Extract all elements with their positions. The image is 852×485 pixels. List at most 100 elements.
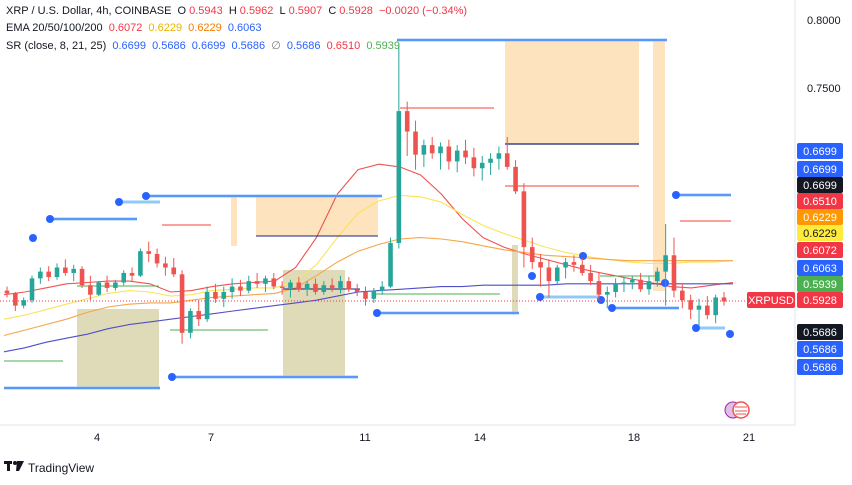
svg-text:0.6510: 0.6510 <box>803 196 837 208</box>
svg-text:0.6229: 0.6229 <box>803 212 837 224</box>
x-tick-label: 21 <box>743 432 755 444</box>
ema-line <box>3 237 733 337</box>
svg-text:0.5928: 0.5928 <box>803 295 837 307</box>
price-axis[interactable]: 0.8000 0.7500 <box>807 15 841 95</box>
time-axis[interactable]: 4 7 11 14 18 21 <box>94 432 755 444</box>
candle <box>680 283 685 309</box>
candle <box>446 139 452 170</box>
ema50-value: 0.6229 <box>148 22 183 34</box>
candle <box>538 253 543 287</box>
price-axis-label: 0.5939 <box>797 276 843 292</box>
supply-demand-zones <box>77 41 665 388</box>
ohlc-close: 0.5928 <box>339 5 373 17</box>
candle <box>713 294 718 324</box>
candle <box>213 283 218 303</box>
sr-levels <box>4 38 734 390</box>
event-markers[interactable] <box>724 401 750 419</box>
sr-dot <box>726 330 734 338</box>
price-axis-labels: 0.6699 0.6699 0.6699 0.6510 0.6229 0.6229 0.60… <box>747 143 843 375</box>
candle <box>263 275 268 292</box>
tradingview-logo-icon <box>4 460 24 475</box>
legend-sr-row[interactable]: SR (close, 8, 21, 25) 0.6699 0.5686 0.66… <box>6 39 403 52</box>
sr-dot <box>373 309 381 317</box>
candle <box>204 286 210 322</box>
candle <box>554 264 560 286</box>
zone-orange-top <box>505 41 639 144</box>
candle <box>71 264 76 282</box>
sr-value: 0.6510 <box>326 40 361 52</box>
sr-dot <box>608 304 616 312</box>
candle <box>113 279 118 291</box>
symbol-badge-label: XRPUSD <box>748 295 794 307</box>
sr-dot <box>46 215 54 223</box>
candle <box>171 258 177 278</box>
candle <box>421 139 427 167</box>
zone-orange-right <box>653 41 665 291</box>
candle <box>346 277 352 292</box>
svg-text:0.6072: 0.6072 <box>803 245 837 257</box>
candle <box>129 267 135 282</box>
svg-text:0.6229: 0.6229 <box>803 228 837 240</box>
ema100-value: 0.6229 <box>188 22 222 34</box>
svg-text:0.6699: 0.6699 <box>803 146 837 158</box>
candle <box>46 266 51 282</box>
candle <box>38 267 43 284</box>
candle <box>79 266 85 288</box>
candle <box>88 275 93 301</box>
sr-dot <box>115 198 123 206</box>
svg-text:0.5686: 0.5686 <box>803 362 837 374</box>
candle <box>388 237 393 288</box>
candle <box>379 281 385 295</box>
price-axis-label: 0.5928 XRPUSD <box>747 292 843 308</box>
ohlc-change: −0.0020 (−0.34%) <box>379 5 468 17</box>
candle <box>655 267 660 287</box>
symbol-badge <box>747 292 795 308</box>
candle <box>221 286 227 307</box>
svg-text:0.5939: 0.5939 <box>803 279 837 291</box>
candle <box>196 300 202 326</box>
candle <box>463 139 468 165</box>
candle <box>296 277 302 292</box>
candle <box>138 248 143 278</box>
candle <box>521 183 527 268</box>
candle <box>471 147 477 177</box>
candle <box>646 275 652 295</box>
candle <box>529 237 535 269</box>
svg-text:0.5686: 0.5686 <box>803 327 837 339</box>
candle <box>13 292 18 312</box>
legend-ema-row[interactable]: EMA 20/50/100/200 0.6072 0.6229 0.6229 0… <box>6 22 265 34</box>
candle <box>304 281 310 297</box>
candle <box>238 279 243 297</box>
sr-value: 0.5686 <box>152 40 186 52</box>
sr-dot <box>579 252 587 260</box>
sr-dot <box>168 373 176 381</box>
ema200-value: 0.6063 <box>227 22 262 34</box>
candle <box>429 136 435 159</box>
candle <box>229 278 235 299</box>
sr-value: 0.5686 <box>231 40 266 52</box>
tradingview-logo[interactable]: TradingView <box>4 460 94 475</box>
candle <box>571 255 577 272</box>
sr-dot <box>29 234 37 242</box>
sr-dot <box>597 296 605 304</box>
sr-dot <box>692 324 700 332</box>
candle <box>179 270 185 344</box>
price-axis-label: 0.6229 <box>797 225 843 241</box>
candle <box>705 296 710 320</box>
candle <box>504 136 510 170</box>
candle <box>596 272 602 301</box>
candle <box>338 275 343 294</box>
candle <box>396 44 402 249</box>
candle <box>688 294 693 320</box>
candle <box>413 120 418 170</box>
sr-value: 0.5939 <box>366 40 400 52</box>
candle <box>638 272 643 292</box>
candle <box>496 146 502 170</box>
x-tick-label: 11 <box>359 432 370 444</box>
price-axis-label: 0.5686 <box>797 341 843 357</box>
ohlc-close-label: C <box>328 5 337 17</box>
price-axis-label: 0.6063 <box>797 260 843 276</box>
candle <box>121 270 127 286</box>
candle <box>438 142 443 170</box>
